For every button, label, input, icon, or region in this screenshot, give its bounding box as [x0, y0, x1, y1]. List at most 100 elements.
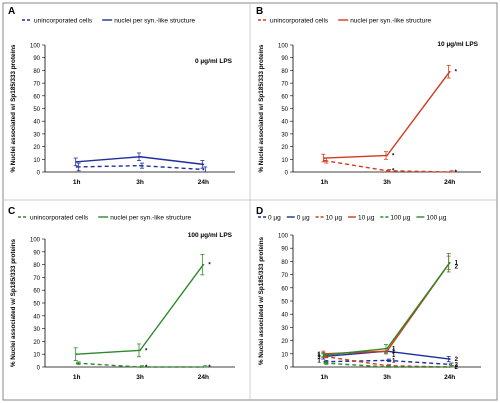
- point-label: 1: [317, 358, 321, 364]
- y-axis-label: % Nuclei associated w/ Sp185/333 protein…: [258, 236, 265, 365]
- data-point: [448, 171, 451, 173]
- point-label: *: [145, 365, 148, 371]
- data-point: [202, 168, 205, 171]
- point-label: *: [455, 170, 458, 176]
- x-tick-label: 1h: [73, 179, 81, 186]
- data-point: [139, 155, 141, 158]
- panel-a: A 0 10 20 30 40 50 60 70 80 90 100 1h 3h 24h % Nuclei a…: [8, 6, 235, 186]
- data-point: [386, 154, 388, 157]
- data-point: [75, 166, 78, 168]
- point-label: 2: [455, 365, 459, 371]
- legend-label: 10 µg: [326, 215, 343, 222]
- data-point: [386, 359, 388, 362]
- x-tick-label: 24h: [444, 179, 455, 186]
- y-tick-label: 10: [281, 158, 288, 164]
- y-tick-label: 50: [33, 107, 40, 113]
- y-tick-label: 40: [33, 120, 40, 126]
- y-tick-label: 20: [33, 340, 40, 346]
- series-line: [324, 262, 451, 355]
- series-line: [76, 264, 204, 355]
- y-axis-label: % Nuclei associated w/ Sp185/333 protein…: [10, 238, 17, 367]
- point-label: *: [455, 70, 458, 76]
- legend-label: 100 µg: [390, 215, 410, 222]
- legend-label: unincorporated cells: [270, 18, 329, 25]
- data-point: [139, 164, 141, 167]
- data-point: [386, 366, 388, 368]
- dose-annotation: 0 µg/ml LPS: [195, 58, 233, 65]
- y-tick-label: 0: [285, 171, 289, 177]
- y-tick-label: 20: [281, 145, 288, 151]
- point-label: 1: [317, 354, 321, 360]
- point-label: *: [392, 153, 395, 159]
- legend-label: 0 µg: [297, 215, 310, 222]
- point-label: 1: [392, 353, 396, 359]
- y-tick-label: 50: [33, 302, 40, 308]
- series-line: [324, 262, 451, 356]
- data-point: [323, 354, 326, 357]
- x-tick-label: 3h: [136, 374, 144, 381]
- y-tick-label: 40: [281, 313, 288, 319]
- point-label: 2: [455, 362, 459, 368]
- panel-label: B: [256, 6, 263, 17]
- y-tick-label: 70: [33, 82, 40, 88]
- data-point: [386, 169, 388, 172]
- y-tick-label: 0: [37, 171, 41, 177]
- point-label: 1: [392, 358, 396, 364]
- y-tick-label: 70: [33, 276, 40, 282]
- panel-d: D 0 10 20 30 40 50 60 70 80 90 100 1h 3h 24h % Nuclei a…: [256, 206, 481, 381]
- data-point: [202, 163, 205, 166]
- data-point: [139, 349, 141, 352]
- y-tick-label: 30: [33, 327, 40, 333]
- point-label: 2: [455, 265, 459, 271]
- y-tick-label: 80: [281, 260, 288, 266]
- panel-c: C 0 10 20 30 40 50 60 70 80 90 100 1h 3h 24h % Nuclei a…: [8, 206, 235, 381]
- y-tick-label: 80: [33, 69, 40, 75]
- data-point: [323, 352, 326, 355]
- data-point: [139, 366, 141, 368]
- data-point: [202, 366, 205, 368]
- point-label: 1: [392, 349, 396, 355]
- y-tick-label: 10: [281, 352, 288, 358]
- data-point: [448, 366, 451, 368]
- legend-label: 0 µg: [268, 215, 281, 222]
- y-tick-label: 90: [33, 250, 40, 256]
- y-tick-label: 10: [33, 353, 40, 359]
- x-tick-label: 1h: [321, 179, 329, 186]
- point-label: *: [208, 365, 211, 371]
- y-tick-label: 20: [33, 145, 40, 151]
- data-point: [75, 160, 78, 163]
- data-point: [386, 347, 388, 350]
- legend-label: unincorporated cells: [30, 215, 89, 222]
- point-label: 2: [455, 357, 459, 363]
- point-label: 1: [317, 352, 321, 358]
- y-tick-label: 60: [33, 289, 40, 295]
- y-tick-label: 100: [30, 44, 41, 50]
- panel-label: D: [256, 206, 263, 217]
- y-tick-label: 50: [281, 300, 288, 306]
- y-tick-label: 0: [37, 366, 41, 372]
- panel-label: A: [8, 6, 15, 17]
- legend-label: 100 µg: [426, 215, 446, 222]
- y-tick-label: 50: [281, 107, 288, 113]
- y-tick-label: 100: [278, 234, 289, 240]
- dose-annotation: 100 µg/ml LPS: [188, 232, 233, 239]
- y-tick-label: 60: [281, 286, 288, 292]
- x-tick-label: 24h: [444, 374, 455, 381]
- y-tick-label: 30: [281, 132, 288, 138]
- data-point: [386, 350, 388, 353]
- data-point: [448, 261, 451, 264]
- data-point: [75, 362, 78, 365]
- y-tick-label: 90: [33, 56, 40, 62]
- y-tick-label: 40: [281, 120, 288, 126]
- x-tick-label: 24h: [198, 179, 209, 186]
- y-tick-label: 100: [30, 238, 41, 244]
- y-tick-label: 0: [285, 366, 289, 372]
- y-tick-label: 100: [278, 44, 289, 50]
- legend-label: nuclei per syn.-like structure: [350, 18, 431, 25]
- y-axis-label: % Nuclei associated w/ Sp185/333 protein…: [258, 44, 265, 173]
- data-point: [323, 159, 326, 162]
- y-tick-label: 30: [281, 326, 288, 332]
- x-tick-label: 1h: [73, 374, 81, 381]
- data-point: [75, 353, 78, 356]
